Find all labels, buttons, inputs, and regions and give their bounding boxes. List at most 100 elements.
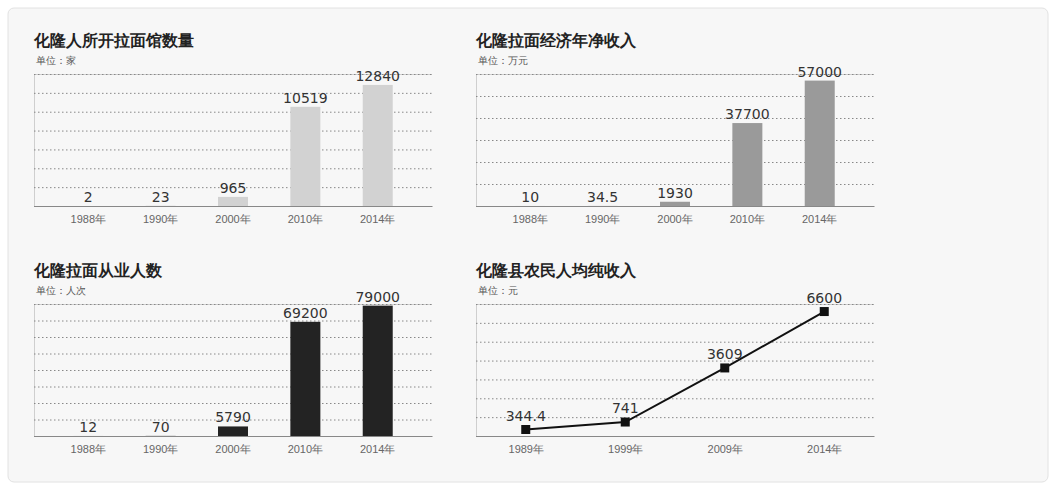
title: 化隆县农民人均纯收入 xyxy=(475,261,637,280)
grid-line xyxy=(476,342,874,343)
data-label: 37700 xyxy=(725,106,770,122)
x-tick-label: 1988年 xyxy=(71,443,106,455)
y-axis-line xyxy=(35,75,433,207)
x-tick: 1990年 xyxy=(143,206,178,225)
x-tick: 2009年 xyxy=(708,436,743,455)
x-tick-label: 1988年 xyxy=(71,213,106,225)
x-tick-label: 2014年 xyxy=(360,443,395,455)
x-tick: 1988年 xyxy=(71,436,106,455)
data-label: 741 xyxy=(612,400,639,416)
x-axis: 1988年 1990年 2000年 2010年 2014年 xyxy=(477,206,875,225)
data-label: 70 xyxy=(152,419,170,435)
grid-tick xyxy=(476,398,874,399)
data-label: 57000 xyxy=(797,64,842,80)
bar xyxy=(363,306,393,436)
data-label: 10 xyxy=(521,189,539,205)
grid-line xyxy=(34,436,432,437)
y-axis-line xyxy=(35,305,433,437)
grid-line xyxy=(476,379,874,380)
data-label: 5790 xyxy=(215,409,251,425)
x-tick: 1999年 xyxy=(608,436,643,455)
data-label: 1930 xyxy=(657,185,693,201)
x-tick-label: 1990年 xyxy=(585,213,620,225)
x-tick: 2000年 xyxy=(215,436,250,455)
marks xyxy=(73,306,392,436)
marker xyxy=(820,307,829,316)
x-axis-line xyxy=(477,206,875,207)
bar xyxy=(732,123,762,206)
data-label: 34.5 xyxy=(587,189,618,205)
subtitle: 单位：人次 xyxy=(36,285,86,296)
x-tick: 2010年 xyxy=(288,436,323,455)
grid-tick xyxy=(34,206,432,207)
line xyxy=(526,312,825,430)
x-tick-label: 1988年 xyxy=(513,213,548,225)
grid-tick xyxy=(34,436,432,437)
bar xyxy=(218,426,248,436)
grid xyxy=(34,75,432,207)
grid xyxy=(476,75,874,207)
x-tick: 1990年 xyxy=(143,436,178,455)
bar xyxy=(218,197,248,206)
x-tick: 2000年 xyxy=(215,206,250,225)
x-tick: 2014年 xyxy=(802,206,837,225)
x-axis: 1988年 1990年 2000年 2010年 2014年 xyxy=(35,436,433,455)
plot: 22396510519128401988年1990年2000年2010年2014… xyxy=(34,68,433,225)
data-label: 12840 xyxy=(355,68,400,84)
x-tick: 1988年 xyxy=(513,206,548,225)
data-labels: 10 34.5 1930 37700 57000 xyxy=(521,64,842,205)
x-tick: 1990年 xyxy=(585,206,620,225)
panel: 化隆人所开拉面馆数量单位：家22396510519128401988年1990年… xyxy=(33,31,433,225)
title: 化隆拉面经济年净收入 xyxy=(475,31,637,50)
x-tick-label: 1989年 xyxy=(509,443,544,455)
bar xyxy=(290,322,320,436)
x-axis-line xyxy=(477,436,875,437)
grid-line xyxy=(476,206,874,207)
x-tick: 2014年 xyxy=(807,436,842,455)
data-label: 965 xyxy=(220,180,247,196)
data-label: 10519 xyxy=(283,90,328,106)
marks xyxy=(521,307,829,434)
marks xyxy=(515,81,834,206)
x-tick: 1989年 xyxy=(509,436,544,455)
x-tick: 2000年 xyxy=(657,206,692,225)
x-axis-line xyxy=(35,206,433,207)
x-tick-label: 2000年 xyxy=(215,443,250,455)
x-axis-line xyxy=(35,436,433,437)
x-tick: 2010年 xyxy=(730,206,765,225)
bar xyxy=(805,81,835,206)
data-labels: 344.474136096600 xyxy=(506,290,842,424)
bar xyxy=(660,202,690,206)
data-label: 23 xyxy=(152,189,170,205)
x-tick-label: 2010年 xyxy=(730,213,765,225)
x-tick: 1988年 xyxy=(71,206,106,225)
panel: 化隆拉面从业人数单位：人次1270579069200790001988年1990… xyxy=(33,261,433,455)
data-label: 3609 xyxy=(707,346,743,362)
panel: 化隆拉面经济年净收入单位：万元1034.5193037700570001988年… xyxy=(475,31,875,225)
x-tick: 2010年 xyxy=(288,206,323,225)
marks xyxy=(73,85,392,206)
x-tick-label: 1990年 xyxy=(143,213,178,225)
x-tick-label: 2009年 xyxy=(708,443,743,455)
canvas: 化隆人所开拉面馆数量单位：家22396510519128401988年1990年… xyxy=(0,0,1056,490)
grid-tick xyxy=(476,436,874,437)
plot: 1270579069200790001988年1990年2000年2010年20… xyxy=(34,289,433,456)
marker xyxy=(720,363,729,372)
grid-tick xyxy=(476,323,874,324)
data-label: 2 xyxy=(84,189,93,205)
bar xyxy=(363,85,393,206)
bar xyxy=(290,107,320,206)
data-label: 6600 xyxy=(806,290,842,306)
y-axis-line xyxy=(477,75,875,207)
x-axis: 1988年1990年2000年2010年2014年 xyxy=(35,206,433,225)
x-tick-label: 2000年 xyxy=(215,213,250,225)
x-tick-label: 2014年 xyxy=(802,213,837,225)
x-tick-label: 1999年 xyxy=(608,443,643,455)
grid-tick xyxy=(476,379,874,380)
grid-tick xyxy=(476,206,874,207)
x-tick-label: 2010年 xyxy=(288,213,323,225)
data-label: 69200 xyxy=(283,305,328,321)
data-label: 79000 xyxy=(355,289,400,305)
plot: 10 34.5 1930 37700 57000 1988年 1990年 2000年 2010年… xyxy=(476,64,875,226)
x-tick-label: 2010年 xyxy=(288,443,323,455)
